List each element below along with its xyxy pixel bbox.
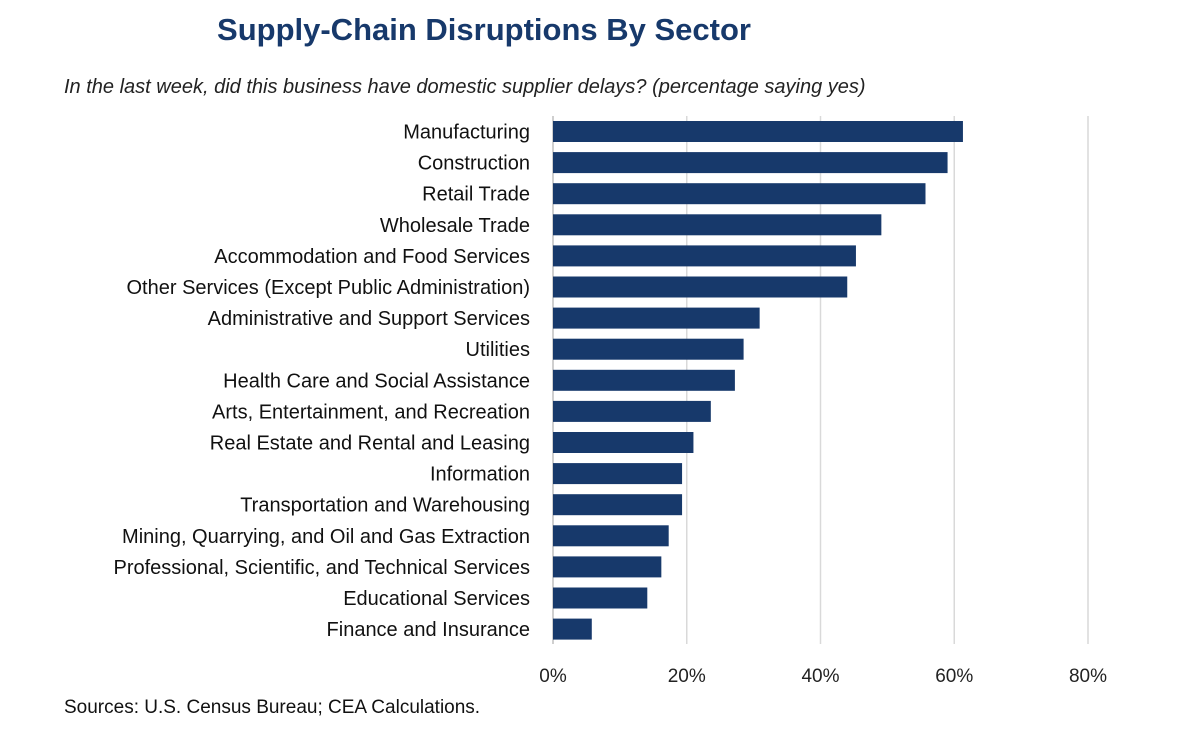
bar (553, 245, 856, 267)
bar (553, 618, 592, 640)
bar (553, 494, 683, 516)
bar (553, 121, 963, 142)
bar (553, 369, 735, 391)
x-tick-label: 0% (539, 666, 567, 687)
category-label: Accommodation and Food Services (214, 246, 530, 268)
bar (553, 587, 648, 609)
bar (553, 400, 711, 422)
bar (553, 152, 948, 174)
category-label: Professional, Scientific, and Technical … (113, 557, 530, 579)
category-label: Transportation and Warehousing (240, 495, 530, 517)
category-label: Retail Trade (422, 184, 530, 206)
bar (553, 307, 760, 329)
bar (553, 338, 744, 360)
bar (553, 463, 683, 485)
bar (553, 276, 848, 298)
x-axis-ticks: 0% 20% 40% 60% 80% (539, 666, 1107, 687)
category-label: Construction (418, 153, 530, 175)
bar (553, 214, 882, 236)
bar (553, 525, 669, 547)
x-tick-label: 20% (668, 666, 706, 687)
category-label: Arts, Entertainment, and Recreation (212, 401, 530, 423)
category-label: Administrative and Support Services (208, 308, 530, 330)
x-tick-label: 40% (801, 666, 839, 687)
category-label: Real Estate and Rental and Leasing (210, 433, 530, 455)
category-label: Educational Services (343, 588, 530, 610)
category-label: Finance and Insurance (327, 619, 530, 641)
x-tick-label: 60% (935, 666, 973, 687)
category-label: Manufacturing (403, 122, 530, 144)
category-labels: Manufacturing Construction Retail Trade Who… (113, 122, 530, 642)
category-label: Wholesale Trade (380, 215, 530, 237)
bars (553, 121, 963, 640)
category-label: Other Services (Except Public Administra… (127, 277, 531, 299)
category-label: Mining, Quarrying, and Oil and Gas Extra… (122, 526, 530, 548)
x-tick-label: 80% (1069, 666, 1107, 687)
bar (553, 183, 926, 205)
bar (553, 556, 662, 578)
category-label: Health Care and Social Assistance (223, 370, 530, 392)
chart-title: Supply-Chain Disruptions By Sector (217, 12, 751, 47)
category-label: Information (430, 464, 530, 486)
chart-source: Sources: U.S. Census Bureau; CEA Calcula… (64, 697, 480, 718)
category-label: Utilities (466, 339, 530, 361)
bar (553, 432, 694, 453)
chart-subtitle: In the last week, did this business have… (64, 76, 866, 98)
